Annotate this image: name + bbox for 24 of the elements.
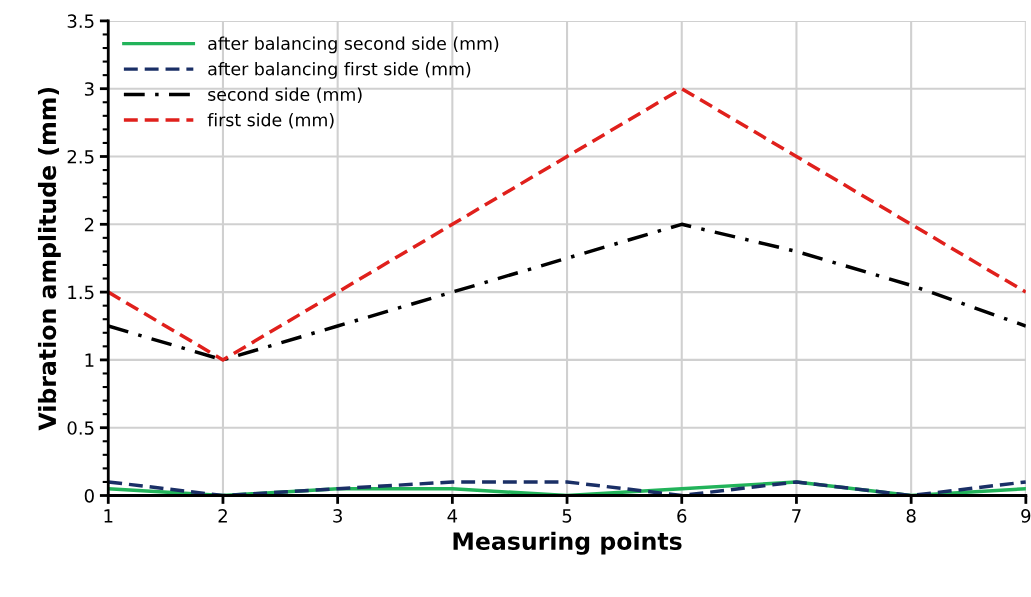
y-tick-label: 2.5: [67, 149, 94, 164]
x-axis-title: Measuring points: [453, 531, 682, 555]
y-tick-label: 1.5: [68, 285, 94, 300]
y-tick-label: 0: [84, 488, 94, 503]
y-tick-label: 1: [85, 353, 94, 367]
x-tick-label: 8: [906, 509, 916, 523]
y-tick-label: 0.5: [67, 421, 94, 435]
x-tick-label: 1: [104, 509, 113, 523]
x-tick-label: 5: [562, 509, 572, 523]
legend-label: first side (mm): [207, 112, 334, 129]
x-tick-label: 7: [792, 509, 801, 523]
legend-label: after balancing second side (mm): [208, 36, 499, 54]
y-tick-label: 2: [84, 217, 94, 232]
x-tick-label: 6: [677, 509, 687, 523]
y-tick-label: 3: [84, 82, 94, 96]
line-series: [108, 86, 1026, 362]
x-tick-label: 9: [1021, 509, 1031, 523]
x-tick-label: 3: [333, 509, 342, 523]
legend-label: second side (mm): [208, 87, 362, 103]
x-tick-label: 2: [218, 509, 227, 523]
y-tick-label: 3.5: [67, 14, 94, 29]
legend-label: after balancing first side (mm): [208, 62, 471, 79]
y-axis-title: Vibration amplitude (mm): [37, 87, 61, 431]
x-tick-label: 4: [447, 509, 458, 523]
